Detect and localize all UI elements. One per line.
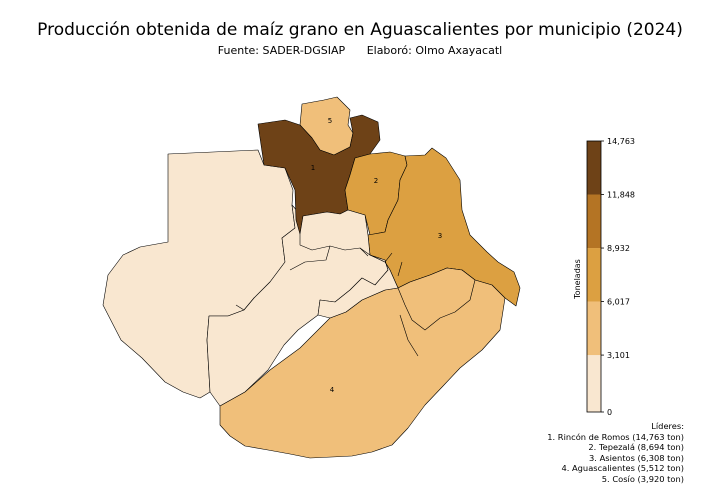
author-text: Elaboró: Olmo Axayacatl <box>366 44 503 57</box>
colorbar-segment <box>587 141 601 195</box>
leader-item: 4. Aguascalientes (5,512 ton) <box>561 463 684 474</box>
colorbar-tick-label: 0 <box>607 408 612 417</box>
colorbar-tick-label: 11,848 <box>607 191 635 200</box>
colorbar-frame <box>586 140 602 413</box>
colorbar-segment <box>587 248 601 302</box>
leaders-box: Líderes: 1. Rincón de Romos (14,763 ton)… <box>547 421 684 485</box>
colorbar-segment <box>587 194 601 249</box>
municipality-labels: 1 2 3 4 5 <box>311 117 442 394</box>
colorbar-tick-label: 14,763 <box>607 137 635 146</box>
label-municipality-5: 5 <box>328 117 332 125</box>
municipality-center <box>299 209 399 319</box>
boundary-line <box>235 245 419 357</box>
leader-item: 3. Asientos (6,308 ton) <box>589 452 684 463</box>
colorbar-label: Toneladas <box>573 259 582 300</box>
chart-subtitle: Fuente: SADER-DGSIAP Elaboró: Olmo Axaya… <box>0 44 720 57</box>
label-municipality-1: 1 <box>311 164 315 172</box>
municipality-east <box>397 267 476 331</box>
leader-item: 5. Cosío (3,920 ton) <box>601 473 684 484</box>
colorbar: 14,763 11,848 8,932 6,017 3,101 0 <box>586 137 635 417</box>
source-text: Fuente: SADER-DGSIAP <box>217 44 346 57</box>
leader-item: 1. Rincón de Romos (14,763 ton) <box>547 431 684 442</box>
leader-item: 2. Tepezalá (8,694 ton) <box>588 442 684 453</box>
label-municipality-4: 4 <box>330 386 335 394</box>
colorbar-tick-label: 6,017 <box>607 298 630 307</box>
colorbar-segment <box>587 301 601 356</box>
label-municipality-2: 2 <box>374 177 378 185</box>
colorbar-segment <box>587 355 601 412</box>
leaders-heading: Líderes: <box>651 421 684 431</box>
chart-title: Producción obtenida de maíz grano en Agu… <box>37 20 683 40</box>
label-municipality-3: 3 <box>438 232 442 240</box>
colorbar-tick-label: 3,101 <box>607 351 630 360</box>
colorbar-tick-label: 8,932 <box>607 244 630 253</box>
